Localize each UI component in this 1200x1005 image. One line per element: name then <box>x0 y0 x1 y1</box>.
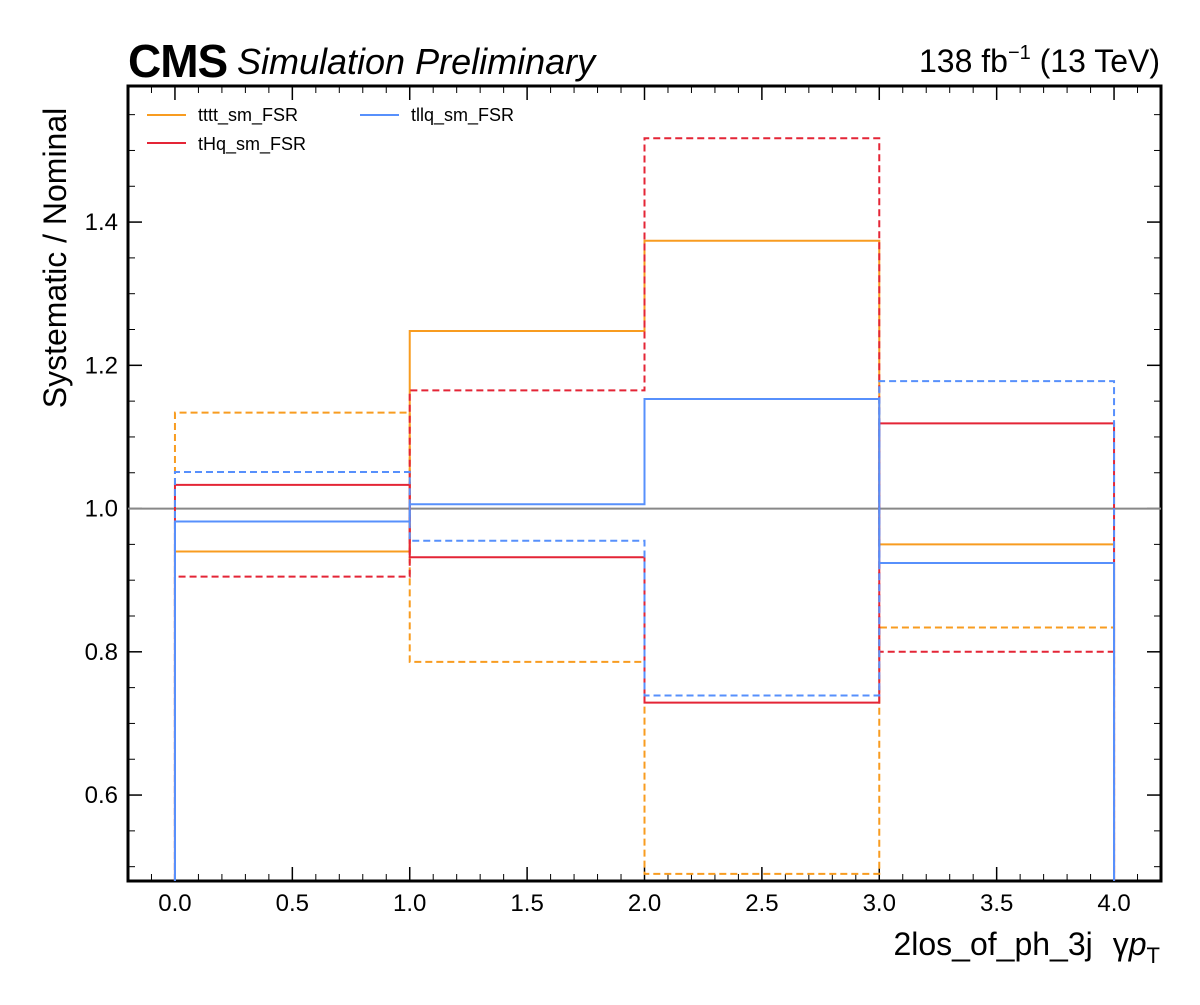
y-tick-label: 0.6 <box>85 782 118 809</box>
x-tick-label: 4.0 <box>1097 890 1130 917</box>
lumi-label: 138 fb−1 (13 TeV) <box>919 42 1160 79</box>
series-group <box>128 137 1161 881</box>
x-axis-title-var: γ <box>1113 926 1129 962</box>
x-tick-label: 1.5 <box>510 890 543 917</box>
x-tick-label: 3.5 <box>980 890 1013 917</box>
y-tick-label: 1.4 <box>85 209 118 236</box>
y-axis-title: Systematic / Nominal <box>37 108 73 409</box>
x-tick-label: 0.5 <box>276 890 309 917</box>
series-1-down-line <box>173 411 1116 881</box>
x-tick-label: 1.0 <box>393 890 426 917</box>
x-tick-label: 3.0 <box>863 890 896 917</box>
legend-label-tllq: tllq_sm_FSR <box>411 105 514 126</box>
lumi-value: 138 fb <box>919 43 1008 79</box>
energy-label: (13 TeV) <box>1031 43 1160 79</box>
series-4-up-line <box>173 397 1116 881</box>
x-axis-title-p: p <box>1128 926 1147 962</box>
series-3-down-line <box>173 137 1116 881</box>
x-axis-title-main: 2los_of_ph_3j <box>893 926 1092 962</box>
legend-label-thq: tHq_sm_FSR <box>198 134 306 155</box>
x-tick-label: 0.0 <box>158 890 191 917</box>
y-tick-label: 0.8 <box>85 639 118 666</box>
legend: tttt_sm_FSR tHq_sm_FSR tllq_sm_FSR <box>147 105 514 155</box>
x-tick-label: 2.5 <box>745 890 778 917</box>
axis-ticks: 0.0 0.5 1.0 1.5 2.0 2.5 3.0 3.5 4.0 0.6 0.8 1.0 1.2 1… <box>85 86 1162 917</box>
series-5-down-line <box>173 380 1116 881</box>
y-tick-label: 1.2 <box>85 352 118 379</box>
cms-label: CMS <box>128 35 227 87</box>
y-tick-label: 1.0 <box>85 496 118 523</box>
lumi-exponent: −1 <box>1008 42 1031 64</box>
x-axis-title-sub: T <box>1147 943 1160 968</box>
legend-label-tttt: tttt_sm_FSR <box>198 105 298 126</box>
x-tick-label: 2.0 <box>628 890 661 917</box>
status-label: Simulation Preliminary <box>237 41 597 82</box>
x-axis-title: 2los_of_ph_3j γpT <box>893 926 1160 968</box>
series-0-up-line <box>173 239 1116 881</box>
